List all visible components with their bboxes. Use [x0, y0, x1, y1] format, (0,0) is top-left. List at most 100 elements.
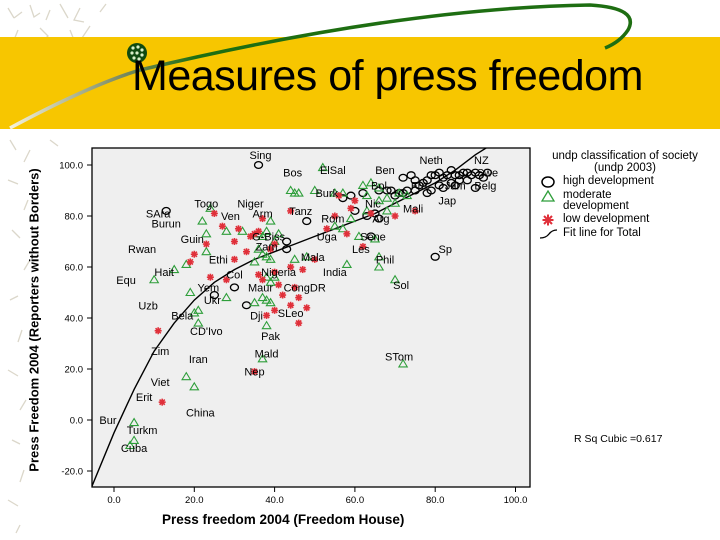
- circle-marker: [366, 232, 376, 241]
- point-label: Swe: [477, 168, 498, 180]
- y-tick-label: -20.0: [61, 467, 83, 478]
- star-marker: [351, 197, 359, 205]
- point-label: Arm: [252, 208, 272, 220]
- point-label: Zim: [151, 346, 169, 358]
- point-label: Bela: [171, 310, 194, 322]
- star-marker: [154, 327, 162, 335]
- triangle-marker: [265, 297, 276, 307]
- circle-marker: [302, 217, 312, 226]
- point-label: Les: [352, 244, 370, 256]
- triangle-marker: [361, 205, 373, 215]
- triangle-marker: [261, 320, 272, 330]
- point-label: Ethi: [209, 254, 228, 266]
- circle-marker: [422, 189, 432, 198]
- point-label: Iran: [189, 354, 208, 366]
- point-label: Niger: [237, 198, 264, 210]
- series-moderate-development: [124, 162, 413, 450]
- star-marker: [311, 255, 319, 263]
- star-marker: [263, 311, 271, 319]
- point-label: Hait: [154, 267, 174, 279]
- triangle-marker: [365, 177, 377, 187]
- point-label: Jap: [438, 196, 456, 208]
- x-axis-label: Press freedom 2004 (Freedom House): [162, 512, 405, 527]
- triangle-marker: [341, 259, 353, 269]
- x-tick-label: 20.0: [185, 495, 204, 506]
- slide-title: Measures of press freedom: [132, 52, 643, 100]
- circle-marker: [281, 237, 292, 246]
- triangle-marker: [189, 381, 200, 391]
- point-label: Rom: [321, 214, 344, 226]
- scatter-chart: 0.0 20.0 40.0 60.0 80.0 100.0 -20.0 0.0 20.0 40.0…: [59, 147, 531, 506]
- star-marker: [323, 225, 331, 233]
- point-label: Tanz: [289, 206, 312, 218]
- star-marker: [259, 276, 267, 284]
- star-marker: [287, 301, 295, 309]
- x-tick-label: 0.0: [107, 495, 120, 506]
- title-band: [0, 37, 720, 129]
- triangle-marker: [389, 274, 401, 284]
- triangle-marker: [257, 353, 268, 363]
- x-tick-label: 60.0: [346, 495, 365, 506]
- star-marker: [331, 212, 339, 220]
- circle-marker: [482, 168, 493, 177]
- triangle-marker: [285, 185, 296, 195]
- star-marker: [271, 240, 279, 248]
- point-label: India: [323, 267, 348, 279]
- legend-item-low: low development: [540, 213, 710, 226]
- triangle-marker: [221, 292, 232, 302]
- point-label: Zam: [256, 242, 278, 254]
- x-tick-label: 40.0: [265, 495, 284, 506]
- triangle-marker: [373, 261, 385, 271]
- triangle-marker: [261, 251, 272, 261]
- point-label: Arg: [372, 214, 389, 226]
- fit-line: [92, 148, 488, 487]
- legend-title: undp classification of society (undp 200…: [552, 150, 698, 174]
- point-label: Ben: [375, 165, 395, 177]
- star-marker: [295, 319, 303, 327]
- circle-marker: [374, 214, 384, 223]
- y-tick-label: 40.0: [65, 314, 84, 325]
- triangle-marker: [185, 287, 196, 297]
- point-label: Erit: [136, 392, 153, 404]
- triangle-marker: [253, 244, 264, 253]
- star-marker: [295, 294, 303, 302]
- circle-marker: [454, 171, 464, 180]
- triangle-marker: [148, 274, 160, 284]
- triangle-marker: [169, 264, 180, 274]
- triangle-marker: [189, 307, 200, 317]
- star-marker: [343, 230, 351, 238]
- star-marker: [335, 192, 343, 200]
- circle-marker: [430, 252, 440, 261]
- triangle-marker: [369, 233, 381, 243]
- triangle-marker: [361, 190, 373, 200]
- y-axis-label: Press Freedom 2004 (Reporters without Bo…: [26, 168, 42, 472]
- chart-legend: undp classification of society (undp 200…: [540, 150, 710, 240]
- triangle-marker: [389, 198, 401, 207]
- star-marker: [230, 238, 238, 245]
- triangle-marker: [197, 216, 208, 225]
- point-label: Col: [226, 270, 243, 282]
- triangle-marker: [257, 231, 268, 240]
- triangle-marker: [373, 251, 385, 261]
- circle-marker: [161, 206, 171, 215]
- triangle-marker: [317, 162, 328, 172]
- star-marker: [287, 207, 295, 215]
- point-label: Maur: [248, 282, 273, 294]
- circle-marker: [386, 186, 396, 195]
- point-label: Fra: [411, 180, 428, 192]
- point-label: Bur: [99, 415, 116, 427]
- triangle-marker: [193, 318, 204, 327]
- triangle-marker: [181, 371, 192, 381]
- point-label: China: [186, 407, 216, 419]
- triangle-marker: [373, 195, 385, 205]
- legend-label: moderate development: [563, 189, 629, 212]
- circle-marker: [209, 290, 220, 300]
- point-label: Viet: [151, 377, 170, 389]
- star-marker: [279, 291, 287, 299]
- point-label: Pak: [261, 331, 280, 343]
- star-marker: [287, 263, 295, 271]
- star-marker: [202, 240, 210, 248]
- star-marker: [218, 222, 226, 230]
- circle-marker: [398, 173, 408, 182]
